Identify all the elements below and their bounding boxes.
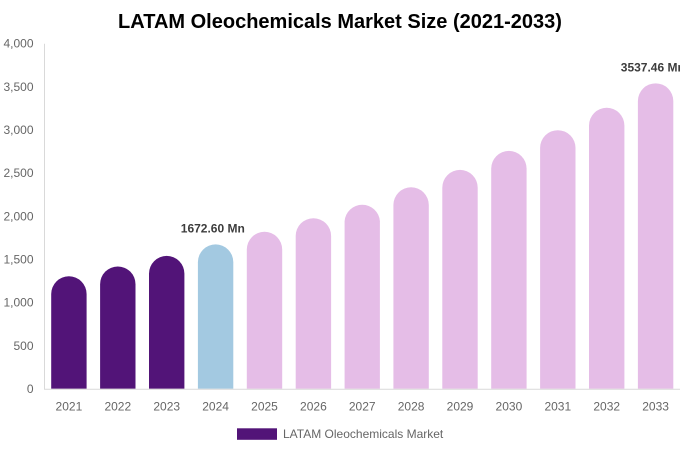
svg-text:4,000: 4,000 — [3, 37, 33, 51]
svg-text:2029: 2029 — [447, 400, 474, 414]
svg-text:2024: 2024 — [202, 400, 229, 414]
svg-text:2021: 2021 — [56, 400, 83, 414]
svg-text:3,000: 3,000 — [3, 123, 33, 137]
svg-text:500: 500 — [13, 339, 33, 353]
svg-text:1,000: 1,000 — [3, 296, 33, 310]
svg-text:3,500: 3,500 — [3, 80, 33, 94]
svg-text:2033: 2033 — [642, 400, 669, 414]
svg-text:2032: 2032 — [593, 400, 620, 414]
svg-text:1,500: 1,500 — [3, 253, 33, 267]
svg-text:2,500: 2,500 — [3, 166, 33, 180]
svg-text:3537.46 Mn: 3537.46 Mn — [621, 61, 680, 75]
svg-text:2,000: 2,000 — [3, 209, 33, 223]
svg-text:LATAM Oleochemicals Market: LATAM Oleochemicals Market — [283, 427, 444, 441]
svg-text:2031: 2031 — [544, 400, 571, 414]
svg-text:LATAM Oleochemicals Market Siz: LATAM Oleochemicals Market Size (2021-20… — [118, 11, 562, 33]
svg-text:1672.60 Mn: 1672.60 Mn — [181, 222, 245, 236]
svg-text:2022: 2022 — [104, 400, 131, 414]
svg-text:0: 0 — [27, 382, 34, 396]
svg-text:2027: 2027 — [349, 400, 376, 414]
svg-text:2028: 2028 — [398, 400, 425, 414]
svg-text:2023: 2023 — [153, 400, 180, 414]
svg-text:2030: 2030 — [496, 400, 523, 414]
svg-text:2026: 2026 — [300, 400, 327, 414]
svg-text:2025: 2025 — [251, 400, 278, 414]
